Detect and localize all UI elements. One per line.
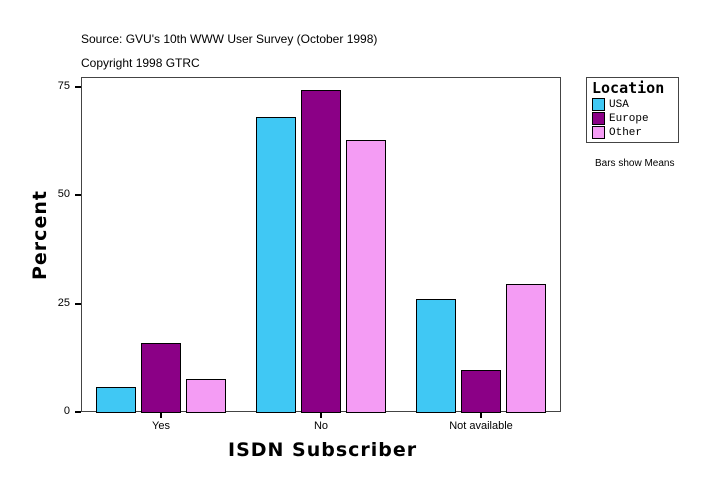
legend-title: Location bbox=[592, 79, 665, 97]
source-note: Source: GVU's 10th WWW User Survey (Octo… bbox=[81, 32, 378, 46]
legend-item-europe: Europe bbox=[592, 112, 649, 125]
y-tick-label: 25 bbox=[57, 296, 70, 309]
bar-other-yes bbox=[186, 379, 226, 413]
legend-label-other: Other bbox=[609, 126, 643, 139]
bar-other-no bbox=[346, 139, 386, 413]
y-tick bbox=[75, 302, 81, 305]
x-tick-label: Not available bbox=[449, 420, 513, 432]
y-tick-label: 75 bbox=[57, 79, 70, 92]
bar-europe-not-available bbox=[461, 369, 501, 413]
x-tick bbox=[320, 412, 322, 418]
legend-item-other: Other bbox=[592, 126, 642, 139]
bars-note: Bars show Means bbox=[595, 158, 675, 169]
y-tick bbox=[75, 194, 81, 196]
legend-item-usa: USA bbox=[592, 98, 629, 111]
copyright-note: Copyright 1998 GTRC bbox=[81, 56, 200, 70]
legend-swatch-usa bbox=[592, 98, 605, 111]
x-tick bbox=[480, 412, 482, 418]
legend-swatch-europe bbox=[592, 112, 605, 125]
x-axis-title: ISDN Subscriber bbox=[228, 439, 418, 461]
legend-swatch-other bbox=[592, 126, 605, 139]
y-axis-title: Percent bbox=[29, 190, 51, 280]
x-tick bbox=[160, 412, 162, 418]
legend-label-europe: Europe bbox=[609, 112, 649, 125]
bar-other-not-available bbox=[506, 283, 546, 413]
bar-europe-yes bbox=[141, 342, 181, 413]
bar-europe-no bbox=[301, 89, 341, 413]
bar-usa-not-available bbox=[416, 299, 456, 413]
legend-label-usa: USA bbox=[609, 98, 629, 111]
x-tick-label: No bbox=[313, 420, 329, 432]
y-tick-label: 50 bbox=[57, 188, 70, 200]
y-tick bbox=[75, 85, 81, 88]
bar-usa-no bbox=[256, 116, 296, 413]
x-tick-label: Yes bbox=[152, 420, 170, 432]
bar-usa-yes bbox=[96, 386, 136, 413]
y-tick-label: 0 bbox=[63, 405, 70, 417]
legend: Location USA Europe Other bbox=[586, 77, 679, 143]
y-tick bbox=[75, 411, 81, 413]
